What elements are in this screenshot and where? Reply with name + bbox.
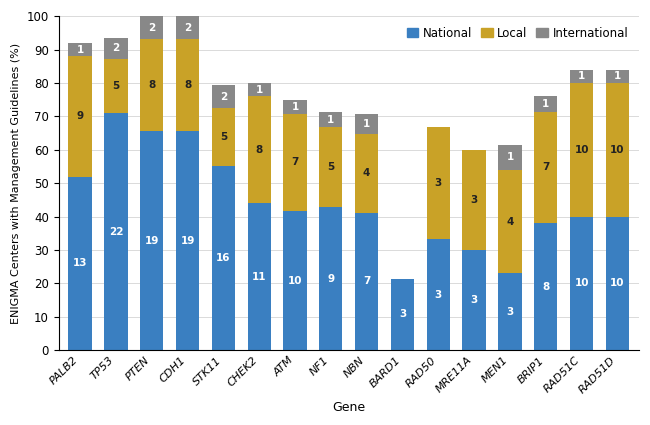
Text: 9: 9 — [328, 274, 334, 283]
Bar — [176, 16, 199, 39]
Bar — [355, 134, 378, 212]
Text: 5: 5 — [327, 162, 335, 172]
Bar — [355, 212, 378, 350]
Bar — [140, 39, 163, 131]
Text: 8: 8 — [148, 80, 155, 90]
Bar — [534, 223, 558, 350]
Text: 3: 3 — [471, 195, 478, 205]
Text: 7: 7 — [291, 157, 299, 167]
Bar — [570, 70, 593, 83]
Bar — [463, 250, 486, 350]
Bar — [319, 128, 343, 207]
Text: 13: 13 — [73, 258, 87, 268]
Text: 11: 11 — [252, 272, 266, 282]
Bar — [140, 131, 163, 350]
Text: 8: 8 — [184, 80, 191, 90]
Bar — [499, 170, 521, 273]
Bar — [68, 56, 92, 176]
Legend: National, Local, International: National, Local, International — [402, 22, 633, 45]
Text: 1: 1 — [363, 119, 370, 129]
Text: 3: 3 — [399, 309, 406, 320]
Bar — [499, 273, 521, 350]
Text: 1: 1 — [614, 71, 621, 81]
Text: 1: 1 — [542, 99, 549, 109]
Bar — [606, 217, 629, 350]
Bar — [283, 211, 307, 350]
Bar — [426, 239, 450, 350]
Bar — [248, 203, 271, 350]
Text: 10: 10 — [610, 145, 625, 155]
Bar — [104, 38, 127, 59]
Bar — [176, 39, 199, 131]
Bar — [319, 112, 343, 128]
Text: 1: 1 — [77, 45, 84, 54]
Bar — [68, 176, 92, 350]
Text: 4: 4 — [506, 217, 514, 227]
Bar — [570, 217, 593, 350]
Text: 10: 10 — [575, 278, 589, 289]
Bar — [248, 96, 271, 203]
Text: 2: 2 — [112, 43, 120, 54]
Text: 1: 1 — [255, 85, 263, 95]
Bar — [606, 83, 629, 217]
Text: 9: 9 — [77, 111, 84, 122]
Text: 3: 3 — [435, 178, 442, 188]
Text: 1: 1 — [327, 114, 335, 125]
Bar — [534, 112, 558, 223]
Text: 8: 8 — [542, 282, 549, 292]
Bar — [463, 150, 486, 250]
Bar — [426, 128, 450, 239]
Bar — [283, 99, 307, 113]
Text: 2: 2 — [148, 23, 155, 33]
Text: 7: 7 — [542, 162, 549, 172]
Text: 4: 4 — [363, 168, 370, 178]
Bar — [140, 16, 163, 39]
Bar — [570, 83, 593, 217]
Text: 19: 19 — [181, 236, 195, 246]
Text: 2: 2 — [220, 92, 227, 102]
Bar — [212, 85, 235, 108]
Bar — [355, 114, 378, 134]
Text: 5: 5 — [220, 132, 227, 142]
Bar — [176, 131, 199, 350]
Bar — [248, 83, 271, 96]
Text: 16: 16 — [216, 253, 231, 263]
Y-axis label: ENIGMA Centers with Management Guidelines (%): ENIGMA Centers with Management Guideline… — [11, 42, 21, 324]
Text: 10: 10 — [610, 278, 625, 289]
Bar — [319, 207, 343, 350]
Text: 22: 22 — [109, 227, 124, 237]
Text: 10: 10 — [575, 145, 589, 155]
Text: 2: 2 — [184, 23, 191, 33]
Bar — [68, 43, 92, 56]
Text: 19: 19 — [144, 236, 159, 246]
Bar — [499, 144, 521, 170]
Bar — [391, 279, 414, 350]
Text: 10: 10 — [288, 276, 302, 286]
Text: 7: 7 — [363, 276, 370, 286]
Bar — [104, 59, 127, 113]
Bar — [104, 113, 127, 350]
Text: 3: 3 — [506, 307, 514, 317]
Text: 5: 5 — [112, 81, 120, 91]
X-axis label: Gene: Gene — [332, 401, 365, 414]
Text: 1: 1 — [291, 102, 298, 112]
Bar — [283, 113, 307, 211]
Text: 8: 8 — [255, 145, 263, 155]
Text: 3: 3 — [435, 289, 442, 300]
Bar — [212, 166, 235, 350]
Bar — [212, 108, 235, 166]
Text: 1: 1 — [578, 71, 585, 81]
Bar — [606, 70, 629, 83]
Bar — [534, 96, 558, 112]
Text: 3: 3 — [471, 295, 478, 305]
Text: 1: 1 — [506, 153, 514, 162]
